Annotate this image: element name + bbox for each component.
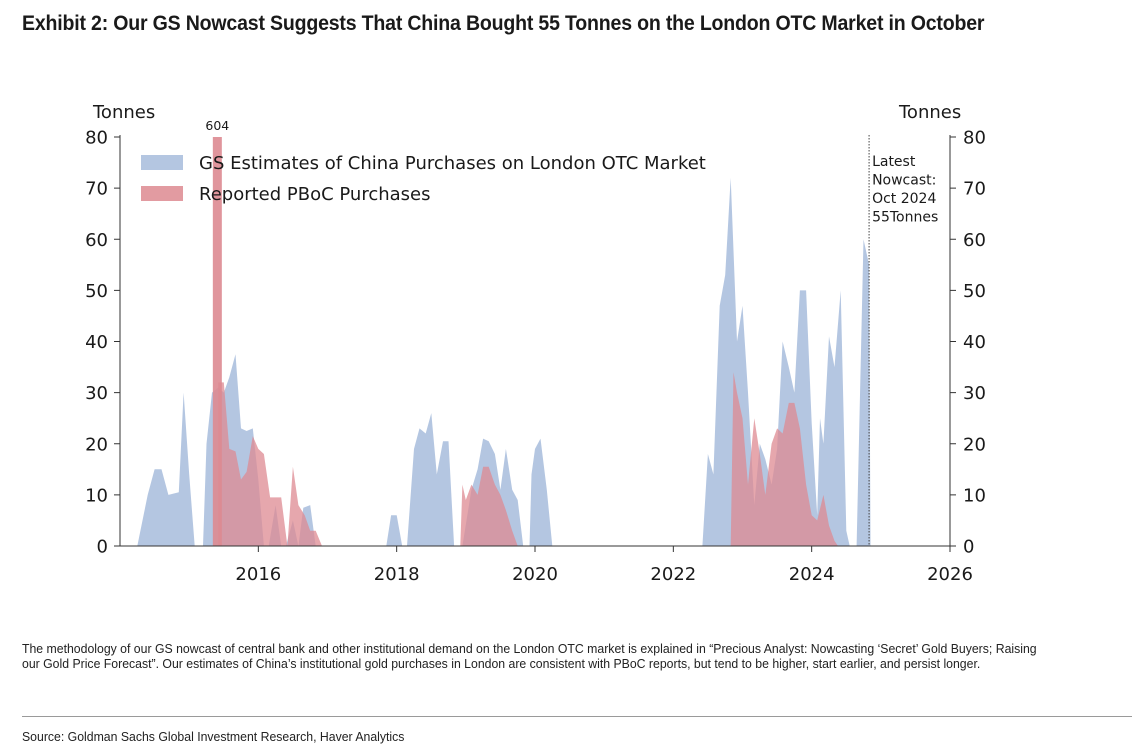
y-axis-label-left: Tonnes <box>92 102 155 123</box>
chart-legend: GS Estimates of China Purchases on Londo… <box>141 153 706 205</box>
y-tick-label-left: 40 <box>85 332 108 353</box>
y-tick-label-right: 50 <box>963 281 986 302</box>
y-tick-label-left: 80 <box>85 128 108 149</box>
nowcast-label-line: Oct 2024 <box>872 191 936 207</box>
chart-annotations: 604 Latest Nowcast: Oct 2024 55Tonnes <box>205 118 938 546</box>
y-tick-label-right: 70 <box>963 179 986 200</box>
y-axis-label-right: Tonnes <box>898 102 961 123</box>
peak-label: 604 <box>205 118 229 133</box>
chart-areas <box>137 137 871 546</box>
y-tick-label-left: 70 <box>85 179 108 200</box>
peak-bar <box>212 137 222 546</box>
y-tick-label-left: 30 <box>85 383 108 404</box>
footer-divider <box>22 716 1132 717</box>
y-tick-label-right: 30 <box>963 383 986 404</box>
x-tick-label: 2026 <box>927 564 973 585</box>
series-area-2 <box>218 372 838 546</box>
legend-swatch-2 <box>141 186 183 201</box>
y-tick-label-left: 20 <box>85 434 108 455</box>
y-tick-label-left: 0 <box>97 537 108 558</box>
chart-title: Exhibit 2: Our GS Nowcast Suggests That … <box>22 12 985 35</box>
y-tick-label-right: 20 <box>963 434 986 455</box>
legend-swatch-1 <box>141 155 183 170</box>
x-tick-label: 2018 <box>374 564 420 585</box>
y-tick-label-left: 10 <box>85 485 108 506</box>
nowcast-label-line: 55Tonnes <box>872 210 938 226</box>
legend-label-2: Reported PBoC Purchases <box>199 184 431 205</box>
y-tick-label-left: 60 <box>85 230 108 251</box>
y-tick-label-right: 60 <box>963 230 986 251</box>
y-tick-label-right: 40 <box>963 332 986 353</box>
footnote: The methodology of our GS nowcast of cen… <box>22 641 1037 671</box>
x-tick-label: 2022 <box>650 564 696 585</box>
legend-label-1: GS Estimates of China Purchases on Londo… <box>199 153 706 174</box>
x-tick-label: 2016 <box>235 564 281 585</box>
x-tick-label: 2024 <box>789 564 835 585</box>
source-note: Source: Goldman Sachs Global Investment … <box>22 729 405 744</box>
y-tick-label-right: 80 <box>963 128 986 149</box>
nowcast-label-line: Nowcast: <box>872 173 936 189</box>
y-tick-label-right: 10 <box>963 485 986 506</box>
y-tick-label-left: 50 <box>85 281 108 302</box>
nowcast-label-line: Latest <box>872 154 916 170</box>
y-tick-label-right: 0 <box>963 537 974 558</box>
x-tick-label: 2020 <box>512 564 558 585</box>
